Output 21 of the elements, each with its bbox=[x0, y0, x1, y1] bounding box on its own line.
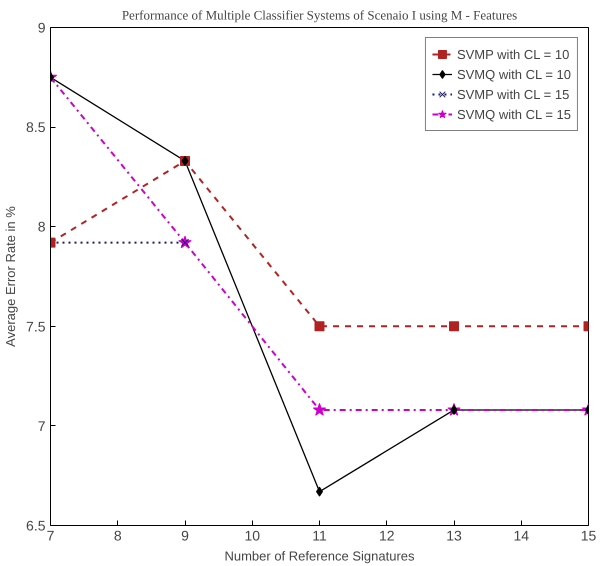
x-tick-label: 9 bbox=[181, 528, 190, 544]
y-axis-title: Average Error Rate in % bbox=[3, 206, 18, 347]
legend-label: SVMP with CL = 10 bbox=[456, 46, 570, 62]
y-tick-label: 9 bbox=[38, 20, 46, 36]
legend-label: SVMP with CL = 15 bbox=[456, 86, 570, 102]
y-tick-label: 7 bbox=[38, 418, 46, 434]
x-tick-label: 8 bbox=[114, 528, 122, 544]
x-tick-label: 11 bbox=[312, 528, 327, 544]
chart-title: Performance of Multiple Classifier Systems of Scenaio I using M - Features bbox=[122, 8, 518, 22]
y-tick-label: 8 bbox=[38, 218, 46, 235]
legend-label: SVMQ with CL = 15 bbox=[456, 106, 571, 122]
y-tick-label: 7.5 bbox=[26, 318, 46, 334]
x-tick-label: 14 bbox=[513, 528, 530, 544]
legend-label: SVMQ with CL = 10 bbox=[456, 66, 571, 82]
x-axis-title: Number of Reference Signatures bbox=[224, 548, 416, 564]
x-tick-label: 13 bbox=[446, 528, 462, 544]
y-tick-label: 8.5 bbox=[26, 119, 46, 136]
x-tick-label: 12 bbox=[378, 528, 395, 544]
y-tick-label: 6.5 bbox=[26, 518, 46, 534]
x-tick-label: 15 bbox=[580, 528, 596, 544]
x-tick-label: 10 bbox=[244, 528, 260, 544]
